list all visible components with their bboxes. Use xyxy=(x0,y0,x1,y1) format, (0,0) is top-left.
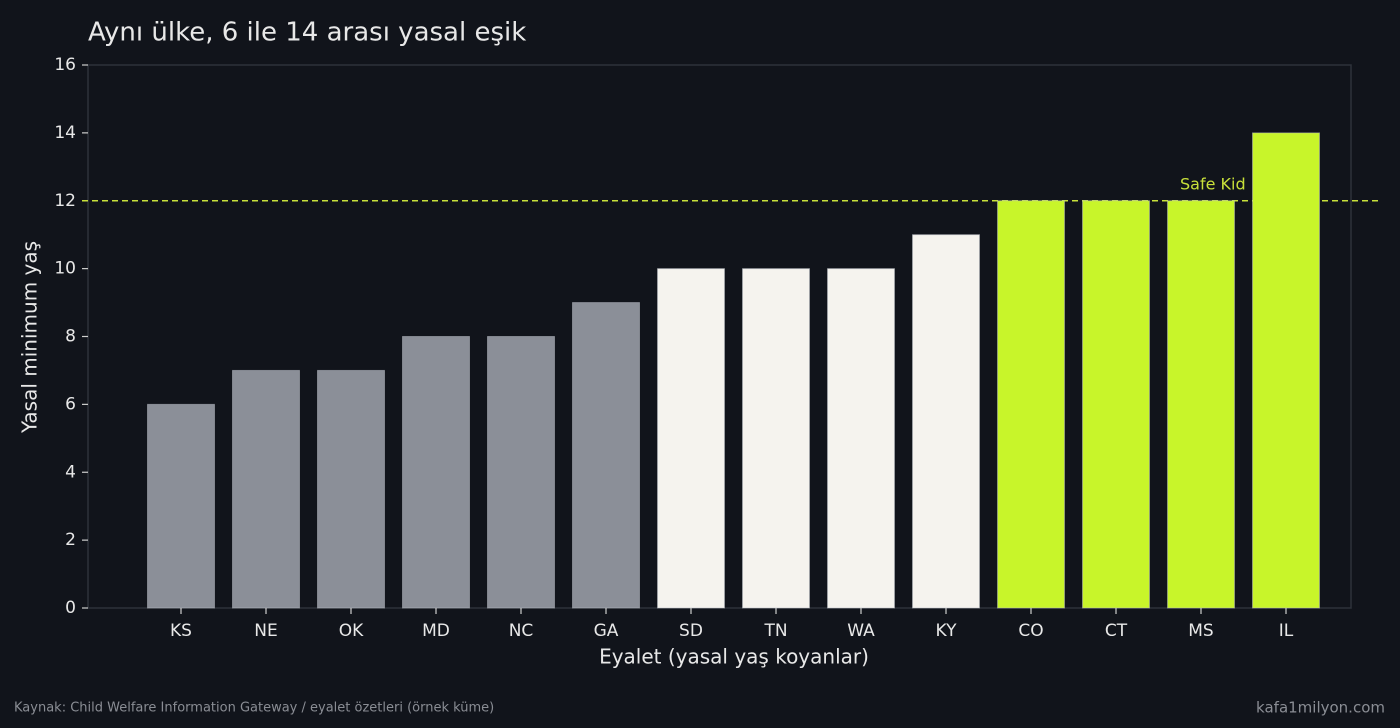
y-tick-label: 10 xyxy=(54,259,76,279)
x-tick-label: KY xyxy=(936,621,958,641)
x-tick-label: GA xyxy=(594,621,619,641)
x-tick-label: KS xyxy=(170,621,192,641)
watermark: kafa1milyon.com xyxy=(1256,699,1385,717)
y-tick-label: 0 xyxy=(65,598,76,618)
x-tick-label: NC xyxy=(509,621,534,641)
chart-title: Aynı ülke, 6 ile 14 arası yasal eşik xyxy=(88,18,526,48)
bar xyxy=(402,336,470,609)
source-note: Kaynak: Child Welfare Information Gatewa… xyxy=(14,701,494,716)
bar xyxy=(1082,200,1150,609)
x-axis-label: Eyalet (yasal yaş koyanlar) xyxy=(599,645,869,669)
bar xyxy=(1167,200,1235,609)
y-tick-label: 2 xyxy=(65,530,76,550)
y-tick-label: 12 xyxy=(54,191,76,211)
x-tick-label: TN xyxy=(763,621,787,641)
y-tick-label: 6 xyxy=(65,394,76,414)
bar xyxy=(912,234,980,609)
bar xyxy=(827,268,895,609)
x-tick-label: CO xyxy=(1018,621,1043,641)
bar xyxy=(742,268,810,609)
bar xyxy=(572,302,640,609)
x-tick-label: SD xyxy=(679,621,703,641)
x-tick-label: WA xyxy=(847,621,875,641)
x-tick-label: MD xyxy=(422,621,450,641)
reference-label: Safe Kid xyxy=(1180,174,1246,193)
bar xyxy=(997,200,1065,609)
y-tick-label: 16 xyxy=(54,55,76,75)
x-tick-label: MS xyxy=(1188,621,1213,641)
y-axis-label: Yasal minimum yaş xyxy=(18,241,42,434)
y-tick-label: 14 xyxy=(54,123,76,143)
y-tick-label: 8 xyxy=(65,327,76,347)
bar xyxy=(1252,132,1320,609)
x-tick-label: IL xyxy=(1279,621,1294,641)
x-tick-label: OK xyxy=(339,621,364,641)
x-tick-label: NE xyxy=(254,621,277,641)
x-tick-label: CT xyxy=(1105,621,1128,641)
bar xyxy=(147,403,215,609)
y-tick-label: 4 xyxy=(65,462,76,482)
bar xyxy=(487,336,555,609)
bar xyxy=(232,369,300,609)
bar xyxy=(317,369,385,609)
bar xyxy=(657,268,725,609)
